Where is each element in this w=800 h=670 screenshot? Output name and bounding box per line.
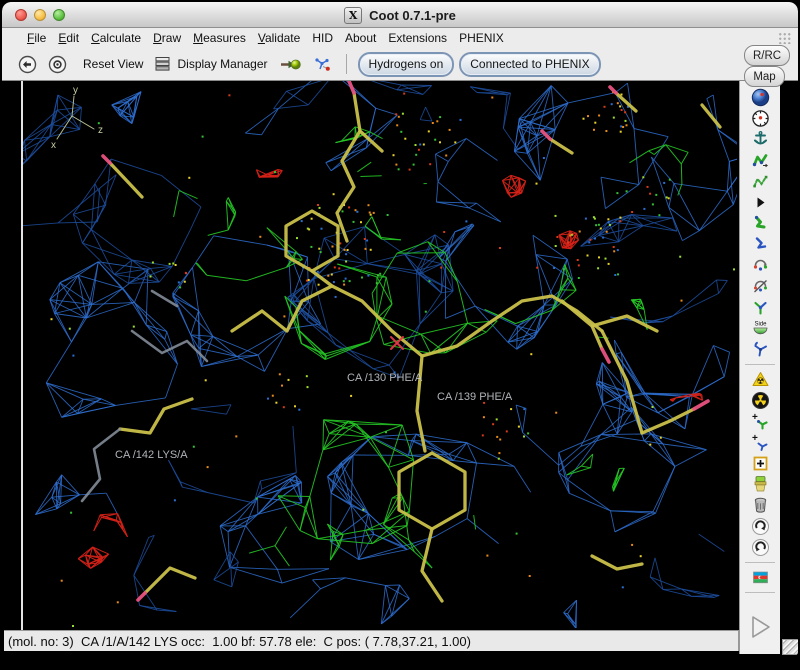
display-manager-label: Display Manager	[177, 57, 268, 71]
add-alt-conf-button[interactable]: +	[748, 432, 772, 453]
place-atom-button[interactable]	[748, 453, 772, 474]
phenix-connection-toggle-button[interactable]: Connected to PHENIX	[459, 51, 601, 77]
map-button[interactable]: Map	[744, 66, 785, 87]
atom-label: CA /139 PHE/A	[437, 391, 513, 403]
hydrogens-toggle-label: Hydrogens on	[368, 57, 444, 71]
x11-icon: X	[344, 6, 363, 24]
axis-label-y: y	[73, 85, 78, 96]
regularize-target-button[interactable]	[748, 108, 772, 129]
delete-item-button[interactable]	[748, 495, 772, 516]
torsion-general-button[interactable]	[748, 297, 772, 318]
title-bar[interactable]: X Coot 0.7.1-pre	[2, 2, 798, 28]
target-icon	[48, 55, 67, 73]
molecule-button[interactable]	[310, 53, 335, 75]
svg-text:Side: Side	[754, 322, 767, 328]
map-label: Map	[753, 70, 776, 83]
molecule-icon	[314, 58, 330, 71]
auto-fit-rotamer-button[interactable]	[748, 213, 772, 234]
back-arrow-circle-button[interactable]	[15, 53, 40, 76]
menu-file[interactable]: File	[27, 31, 47, 45]
menu-draw[interactable]: Draw	[153, 31, 182, 45]
atom-label: CA /130 PHE/A	[347, 372, 423, 384]
window-title: Coot 0.7.1-pre	[369, 7, 456, 23]
atom-label: CA /142 LYS/A	[115, 449, 188, 461]
add-terminal-residue-button[interactable]: +	[748, 411, 772, 432]
menubar-grip-handle[interactable]	[778, 32, 792, 44]
menu-edit[interactable]: Edit	[58, 31, 80, 45]
main-toolbar: Reset View Display Manager Hydrogens on …	[2, 48, 798, 81]
rotate-translate-zone-button[interactable]	[748, 150, 772, 171]
green-ball-arrow-button[interactable]	[276, 54, 305, 75]
toolbar-separator	[745, 592, 775, 593]
back-arrow-icon	[18, 55, 37, 73]
hydrogens-toggle-button[interactable]: Hydrogens on	[357, 51, 455, 77]
rotamers-arc-button[interactable]	[748, 255, 772, 276]
radiation-button[interactable]	[748, 390, 772, 411]
toolbar-separator	[745, 562, 775, 563]
status-bar: (mol. no: 3) CA /1/A/142 LYS occ: 1.00 b…	[4, 630, 739, 651]
redo-button[interactable]	[748, 516, 772, 537]
arrow-into-ball-icon	[280, 59, 301, 69]
coot-window: X Coot 0.7.1-pre File Edit Calculate Draw Me…	[2, 2, 798, 656]
menu-about[interactable]: About	[345, 31, 377, 45]
resize-grip[interactable]	[782, 639, 798, 655]
edit-chi-angles-button[interactable]	[748, 276, 772, 297]
mutate-residue-button[interactable]	[748, 234, 772, 255]
menu-hid[interactable]: HID	[312, 31, 333, 45]
play-button[interactable]	[745, 613, 775, 646]
phenix-toggle-label: Connected to PHENIX	[470, 57, 590, 71]
toolbar-separator	[745, 364, 775, 365]
menu-bar: File Edit Calculate Draw Measures Validate HID…	[2, 28, 798, 48]
axis-label-x: x	[51, 140, 56, 151]
rrc-button[interactable]: R/RC	[744, 45, 790, 66]
fix-atoms-anchor-button[interactable]	[748, 129, 772, 150]
flip-sidechain-button[interactable]: Side	[748, 318, 772, 339]
status-text: (mol. no: 3) CA /1/A/142 LYS occ: 1.00 b…	[8, 633, 471, 649]
layers-icon	[155, 56, 170, 71]
gl-canvas[interactable]: y x z CA /130 PHE/A CA /139 PHE/A CA /142 LYS…	[23, 81, 737, 628]
toolbar-separator	[345, 54, 347, 74]
svg-text:+: +	[752, 412, 758, 423]
stamp-brush-button[interactable]	[748, 474, 772, 495]
reset-view-button[interactable]: Reset View	[75, 55, 146, 73]
minimize-button[interactable]	[34, 9, 46, 21]
reverse-direction-button[interactable]	[748, 339, 772, 360]
menu-extensions[interactable]: Extensions	[388, 31, 448, 45]
close-button[interactable]	[15, 9, 27, 21]
menu-validate[interactable]: Validate	[257, 31, 301, 45]
axis-label-z: z	[98, 125, 103, 136]
play-small-button[interactable]	[748, 192, 772, 213]
model-toolbar: Side ☢ + +	[739, 81, 780, 654]
flag-button[interactable]	[748, 567, 772, 588]
svg-text:+: +	[752, 433, 758, 444]
gl-canvas-frame: y x z CA /130 PHE/A CA /139 PHE/A CA /142 LYS…	[21, 81, 737, 630]
menu-phenix[interactable]: PHENIX	[459, 31, 504, 45]
hazard-triangle-button[interactable]: ☢	[748, 369, 772, 390]
play-icon	[752, 616, 770, 638]
menu-measures[interactable]: Measures	[193, 31, 246, 45]
rrc-label: R/RC	[752, 49, 782, 62]
rigid-body-fit-button[interactable]	[748, 171, 772, 192]
reset-view-label: Reset View	[83, 57, 144, 71]
zoom-button[interactable]	[53, 9, 65, 21]
refine-sphere-button[interactable]	[748, 87, 772, 108]
menu-calculate[interactable]: Calculate	[91, 31, 142, 45]
svg-text:☢: ☢	[756, 377, 764, 387]
undo-button[interactable]	[748, 537, 772, 558]
display-manager-button[interactable]: Display Manager	[151, 54, 270, 75]
target-circle-button[interactable]	[45, 53, 70, 76]
